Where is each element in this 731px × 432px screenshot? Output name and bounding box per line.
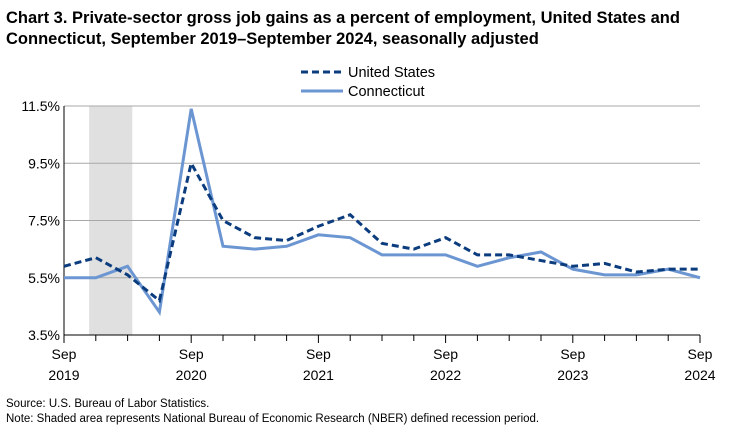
footnotes: Source: U.S. Bureau of Labor Statistics.… bbox=[6, 397, 539, 427]
x-tick-label-year: 2022 bbox=[430, 367, 461, 383]
x-tick-label-year: 2019 bbox=[48, 367, 79, 383]
x-tick-label-month: Sep bbox=[688, 346, 713, 362]
legend-label: Connecticut bbox=[348, 84, 425, 100]
x-tick-label-month: Sep bbox=[560, 346, 585, 362]
chart-title: Chart 3. Private-sector gross job gains … bbox=[6, 9, 680, 48]
legend-label: United States bbox=[348, 65, 435, 81]
gridlines bbox=[64, 105, 700, 279]
y-tick-label: 3.5% bbox=[28, 327, 60, 343]
x-tick-label-month: Sep bbox=[433, 346, 458, 362]
source-note: Source: U.S. Bureau of Labor Statistics. bbox=[6, 398, 210, 410]
y-tick-label: 11.5% bbox=[21, 98, 60, 114]
x-tick-label-month: Sep bbox=[179, 346, 204, 362]
x-tick-label-month: Sep bbox=[306, 346, 331, 362]
legend: United States Connecticut bbox=[301, 65, 435, 100]
series-line-united-states bbox=[63, 159, 700, 304]
x-tick-label-year: 2024 bbox=[684, 367, 715, 383]
y-tick-label: 5.5% bbox=[28, 270, 60, 286]
series-lines bbox=[63, 108, 701, 317]
x-tick-label-year: 2020 bbox=[176, 367, 207, 383]
y-tick-label: 7.5% bbox=[28, 213, 60, 229]
axes: 3.5% 5.5% 7.5% 9.5% 11.5% Sep 2019 Sep 2020 Sep 20… bbox=[21, 98, 715, 383]
x-tick-label-month: Sep bbox=[52, 346, 77, 362]
x-tick-label-year: 2021 bbox=[303, 367, 334, 383]
series-line-connecticut bbox=[64, 108, 701, 317]
x-tick-label-year: 2023 bbox=[557, 367, 588, 383]
recession-note: Note: Shaded area represents National Bu… bbox=[6, 413, 540, 425]
y-tick-label: 9.5% bbox=[28, 155, 60, 171]
